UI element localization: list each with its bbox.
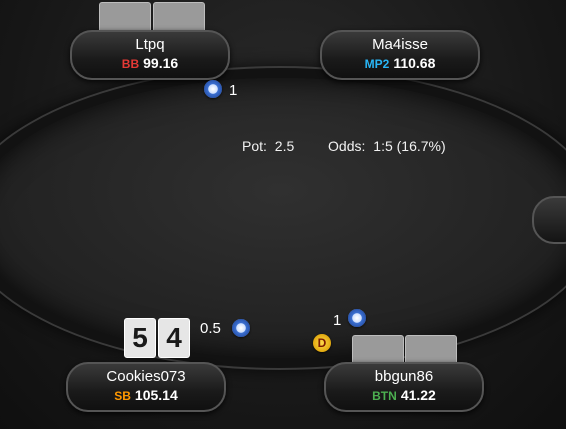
pot-value: 2.5 — [274, 138, 295, 154]
poker-table-felt — [0, 78, 566, 358]
player-name: Cookies073 — [106, 368, 186, 385]
hole-card: 4 — [158, 318, 190, 358]
odds-value: 1:5 (16.7%) — [373, 138, 446, 154]
player-stack: 110.68 — [393, 55, 436, 71]
player-name: Ltpq — [135, 36, 165, 53]
seat-cookies073[interactable]: Cookies073 SB 105.14 — [66, 362, 226, 412]
player-name: Ma4isse — [372, 36, 428, 53]
player-stack: 105.14 — [134, 387, 178, 403]
seat-bbgun86[interactable]: bbgun86 BTN 41.22 — [324, 362, 484, 412]
bet-amount: 1 — [333, 312, 342, 329]
seat-ma4isse[interactable]: Ma4isse MP2 110.68 — [320, 30, 480, 80]
player-stack: 99.16 — [143, 55, 179, 71]
card-back — [405, 335, 457, 365]
hole-card: 5 — [124, 318, 156, 358]
player-stack: 41.22 — [400, 387, 436, 403]
bet-amount: 1 — [229, 82, 238, 99]
poker-chip-icon — [232, 319, 250, 337]
position-badge: BB — [121, 57, 140, 71]
card-back — [153, 2, 205, 32]
poker-chip-icon — [204, 80, 222, 98]
bet-amount: 0.5 — [200, 320, 221, 337]
position-badge: MP2 — [364, 57, 390, 71]
pot-info: Pot: 2.5 Odds: 1:5 (16.7%) — [242, 138, 450, 154]
position-badge: SB — [114, 389, 131, 403]
player-name: bbgun86 — [374, 368, 434, 385]
card-back — [99, 2, 151, 32]
position-badge: BTN — [372, 389, 397, 403]
dealer-button-icon: D — [313, 334, 331, 352]
odds-label: Odds: — [328, 138, 366, 154]
card-back — [352, 335, 404, 365]
pot-label: Pot: — [242, 138, 267, 154]
seat-partial-right[interactable] — [532, 196, 566, 244]
seat-ltpq[interactable]: Ltpq BB 99.16 — [70, 30, 230, 80]
poker-chip-icon — [348, 309, 366, 327]
